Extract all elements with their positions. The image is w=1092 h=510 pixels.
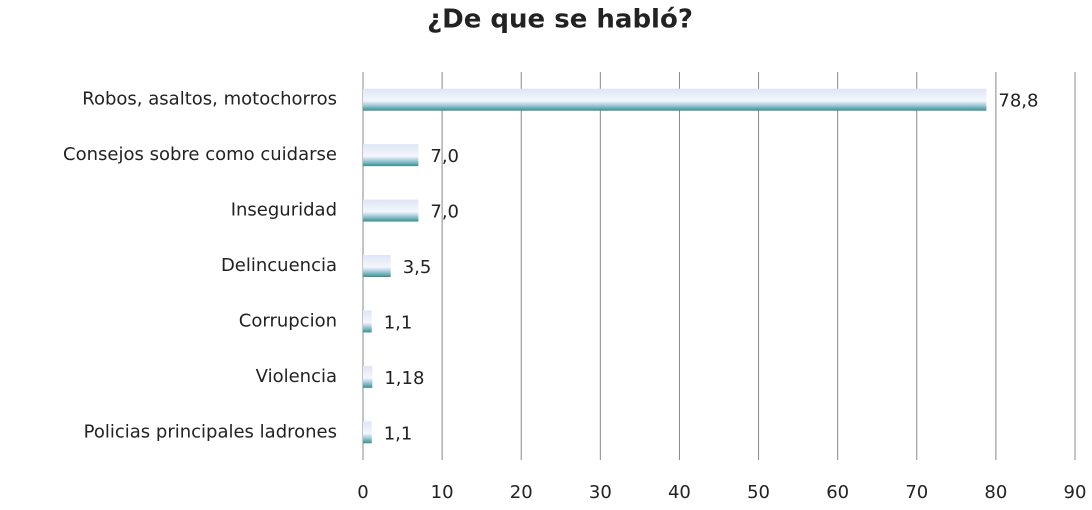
data-label: 7,0 (430, 202, 459, 223)
y-tick-label: Inseguridad (231, 200, 337, 221)
data-label: 1,1 (384, 423, 413, 444)
chart-title: ¿De que se habló? (427, 5, 693, 35)
y-tick-label: Delincuencia (221, 255, 337, 276)
x-tick-label: 20 (510, 482, 533, 503)
data-label: 3,5 (403, 257, 432, 278)
bar (363, 365, 373, 388)
x-tick-label: 70 (905, 482, 928, 503)
x-tick-label: 80 (984, 482, 1007, 503)
y-tick-label: Consejos sobre como cuidarse (63, 144, 337, 165)
data-label: 78,8 (998, 91, 1038, 112)
y-tick-label: Robos, asaltos, motochorros (82, 89, 337, 110)
y-tick-label: Policias principales ladrones (84, 421, 337, 442)
x-tick-label: 90 (1064, 482, 1087, 503)
x-tick-label: 40 (668, 482, 691, 503)
data-label: 1,18 (384, 368, 424, 389)
y-tick-label: Corrupcion (239, 310, 337, 331)
bar (363, 88, 987, 111)
data-label: 1,1 (384, 312, 413, 333)
bar (363, 255, 391, 277)
x-tick-label: 0 (357, 482, 368, 503)
x-tick-label: 10 (431, 482, 454, 503)
x-tick-label: 60 (826, 482, 849, 503)
bar (363, 144, 419, 167)
y-tick-label: Violencia (256, 366, 337, 387)
data-label: 7,0 (430, 146, 459, 167)
x-tick-label: 30 (589, 482, 612, 503)
bar (363, 421, 372, 444)
x-tick-label: 50 (747, 482, 770, 503)
bar (363, 310, 372, 333)
bar (363, 199, 419, 222)
